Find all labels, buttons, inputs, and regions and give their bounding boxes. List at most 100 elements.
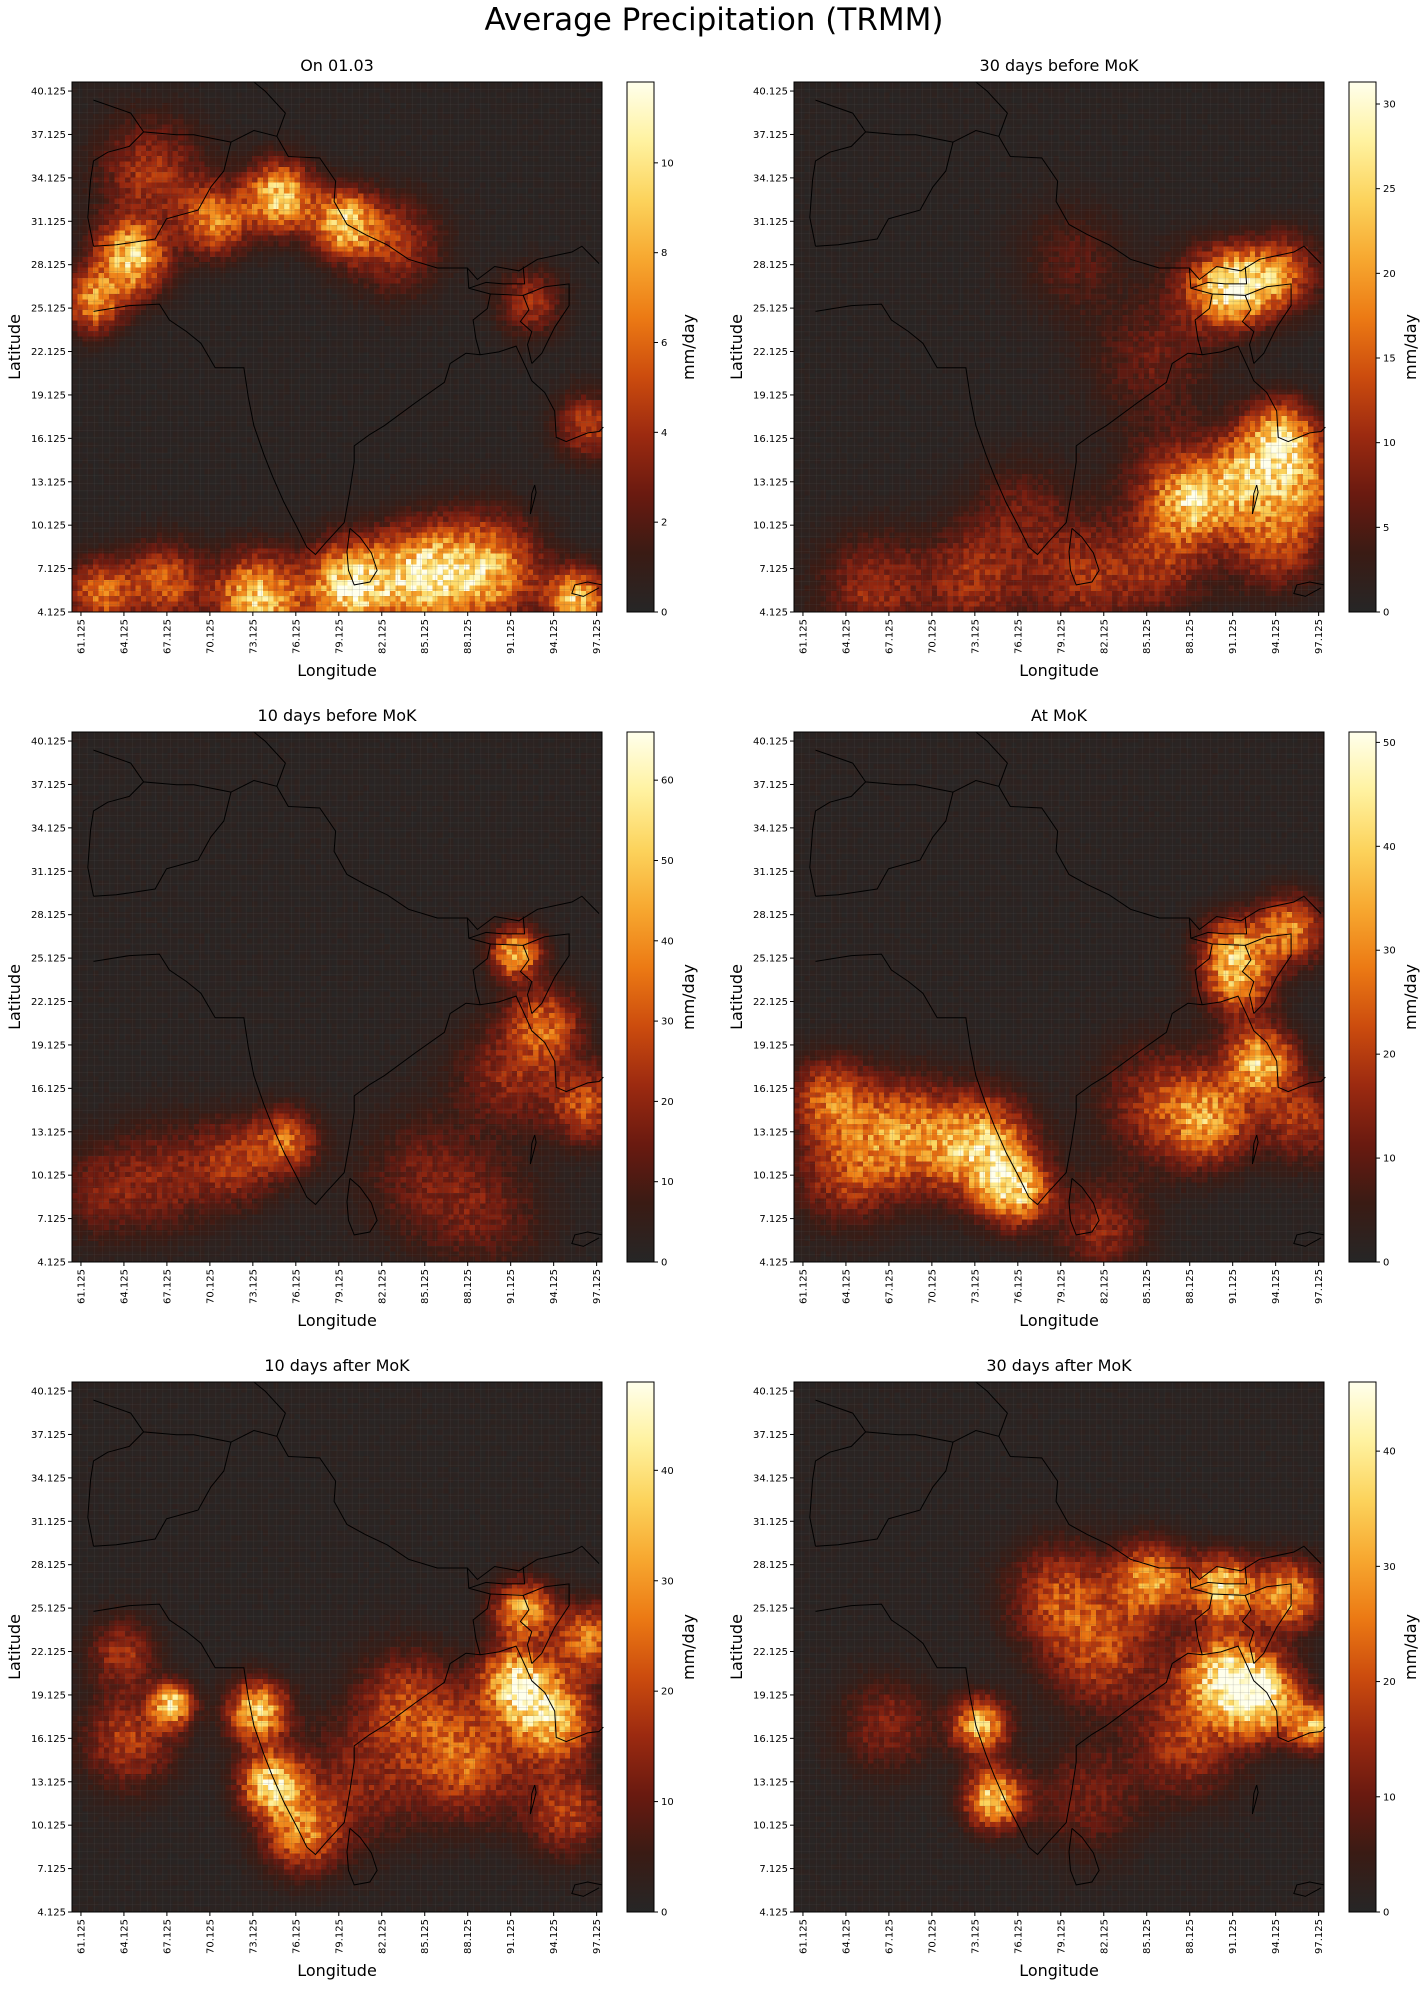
heatmap-chart: 40.125 37.125 34.125 31.125 28.125 25.125 22.1… [727, 81, 1420, 680]
y-axis-label: Latitude [727, 314, 746, 380]
x-tick-label: 88.125 [1185, 1919, 1196, 1954]
x-tick-label: 97.125 [592, 1919, 603, 1954]
panel-title: 30 days after MoK [986, 1356, 1132, 1375]
y-tick-label: 22.125 [31, 1647, 66, 1658]
colorbar-tick-label: 0 [661, 1908, 667, 1919]
y-tick-label: 40.125 [753, 737, 788, 748]
coastline-path [87, 131, 144, 247]
y-tick-label: 25.125 [31, 304, 66, 315]
y-axis-label: Latitude [5, 964, 24, 1030]
y-tick-label: 13.125 [753, 477, 788, 488]
coastline-path [346, 1828, 378, 1886]
coastline-path [1245, 933, 1292, 1014]
x-tick-label: 79.125 [334, 619, 345, 654]
colorbar-tick-label: 30 [661, 1017, 674, 1028]
coastline-path [93, 953, 604, 1206]
map-frame [71, 81, 603, 613]
x-axis-label: Longitude [297, 1961, 377, 1980]
coastline-path [1190, 916, 1248, 939]
y-tick-label: 31.125 [753, 867, 788, 878]
coastline-path [1212, 1593, 1255, 1664]
y-tick-label: 19.125 [753, 1040, 788, 1051]
coastlines [87, 1381, 604, 1897]
y-tick-label: 7.125 [37, 564, 66, 575]
x-tick-label: 76.125 [1013, 1269, 1024, 1304]
coastline-path [523, 1583, 570, 1664]
x-tick-label: 88.125 [463, 1269, 474, 1304]
x-tick-label: 79.125 [1056, 1919, 1067, 1954]
y-tick-label: 10.125 [753, 521, 788, 532]
heatmap-chart: 40.125 37.125 34.125 31.125 28.125 25.125 22.1… [5, 731, 698, 1330]
x-tick-label: 67.125 [884, 1919, 895, 1954]
colorbar-tick-label: 0 [1383, 1258, 1389, 1269]
x-tick-label: 82.125 [1099, 619, 1110, 654]
y-tick-label: 22.125 [31, 997, 66, 1008]
coastline-path [468, 266, 526, 289]
x-tick-label: 64.125 [841, 1269, 852, 1304]
y-tick-label: 4.125 [759, 1908, 788, 1919]
y-tick-label: 16.125 [31, 1734, 66, 1745]
y-tick-label: 13.125 [31, 477, 66, 488]
colorbar-tick-label: 50 [661, 856, 674, 867]
y-tick-label: 31.125 [31, 217, 66, 228]
coastline-path [1245, 1583, 1292, 1664]
x-tick-label: 76.125 [291, 1269, 302, 1304]
coastline-path [809, 131, 866, 247]
y-tick-label: 28.125 [31, 910, 66, 921]
y-tick-label: 16.125 [753, 1734, 788, 1745]
x-tick-label: 88.125 [1185, 1269, 1196, 1304]
panel-30-days-before-mok: 30 days before MoK 40.125 37.125 34.125 31.… [722, 50, 1428, 700]
x-tick-label: 91.125 [1228, 1919, 1239, 1954]
y-axis-label: Latitude [5, 314, 24, 380]
y-tick-label: 28.125 [753, 1560, 788, 1571]
colorbar-tick-label: 20 [1383, 1677, 1396, 1688]
y-tick-label: 28.125 [753, 910, 788, 921]
x-tick-label: 73.125 [970, 1269, 981, 1304]
y-tick-label: 16.125 [31, 434, 66, 445]
y-tick-label: 34.125 [31, 173, 66, 184]
colorbar-tick-label: 10 [1383, 1792, 1396, 1803]
y-tick-label: 34.125 [753, 173, 788, 184]
x-tick-label: 82.125 [1099, 1919, 1110, 1954]
y-tick-label: 13.125 [31, 1777, 66, 1788]
colorbar-tick-label: 10 [1383, 1154, 1396, 1165]
colorbar [1348, 81, 1377, 613]
y-tick-label: 37.125 [753, 130, 788, 141]
colorbar-tick-label: 0 [1383, 608, 1389, 619]
coastline-path [815, 953, 1326, 1206]
map-frame [793, 731, 1325, 1263]
x-tick-label: 91.125 [506, 1269, 517, 1304]
y-tick-label: 40.125 [753, 1387, 788, 1398]
x-tick-label: 70.125 [927, 1269, 938, 1304]
colorbar-tick-label: 60 [661, 776, 674, 787]
coastline-path [1245, 283, 1292, 364]
colorbar-tick-label: 20 [661, 1097, 674, 1108]
coastline-path [815, 779, 1322, 931]
coastline-path [815, 303, 1326, 556]
map-frame [793, 81, 1325, 613]
panel-title: 10 days before MoK [257, 706, 417, 725]
coastline-path [975, 731, 1008, 787]
y-tick-label: 40.125 [31, 1387, 66, 1398]
x-tick-label: 85.125 [1142, 1269, 1153, 1304]
y-tick-label: 40.125 [31, 737, 66, 748]
panel-title: 10 days after MoK [264, 1356, 410, 1375]
coastline-path [93, 779, 600, 931]
coastline-path [1190, 1566, 1248, 1589]
colorbar-tick-label: 30 [1383, 1562, 1396, 1573]
coastline-path [529, 484, 537, 515]
x-tick-label: 61.125 [798, 1269, 809, 1304]
x-tick-label: 64.125 [841, 619, 852, 654]
x-tick-label: 61.125 [798, 1919, 809, 1954]
y-tick-label: 19.125 [31, 390, 66, 401]
heatmap-chart: 40.125 37.125 34.125 31.125 28.125 25.125 22.1… [5, 81, 698, 680]
y-tick-label: 40.125 [31, 87, 66, 98]
colorbar-label: mm/day [1401, 314, 1420, 380]
x-tick-label: 70.125 [927, 1919, 938, 1954]
y-tick-label: 10.125 [753, 1171, 788, 1182]
panel-30-days-after-mok: 30 days after MoK 40.125 37.125 34.125 31.1… [722, 1350, 1428, 2000]
mesh-overlay [71, 1381, 603, 1913]
x-tick-label: 64.125 [119, 619, 130, 654]
colorbar-tick-label: 6 [661, 338, 667, 349]
y-tick-label: 37.125 [31, 130, 66, 141]
